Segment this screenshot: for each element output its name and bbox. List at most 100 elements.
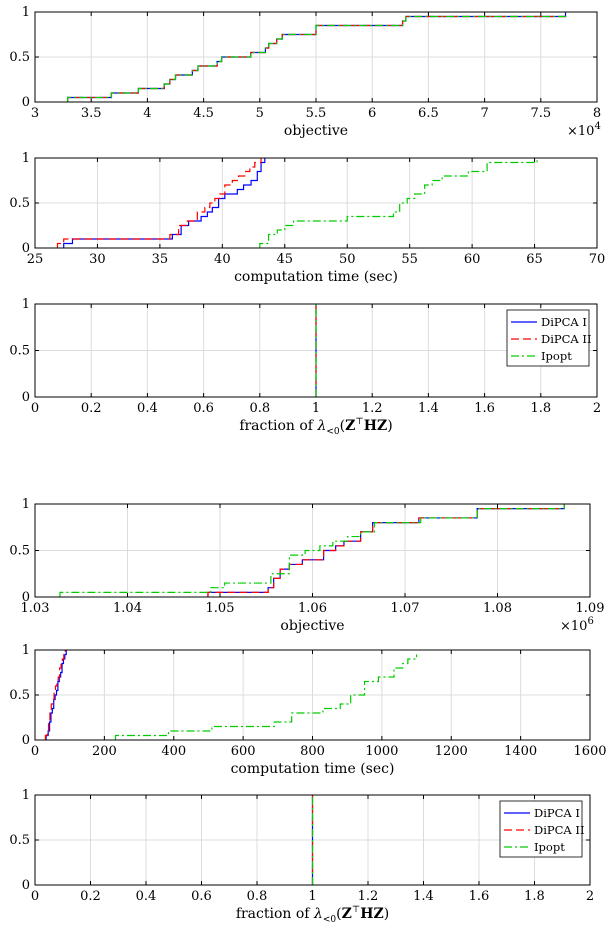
x-tick-label: 0.8	[249, 401, 270, 416]
legend-label: Ipopt	[541, 349, 572, 363]
y-tick-label: 0.5	[9, 344, 30, 359]
x-axis-label: fraction of λ<0(Z⊤HZ)	[239, 417, 392, 437]
y-tick-label: 0	[22, 241, 30, 256]
chart-panel-2: 25 30 35 40 45 50 55 60 65 70 0 0.5 1 computation tim…	[9, 151, 605, 285]
x-tick-label: 1.4	[418, 401, 439, 416]
legend-label: DiPCA II	[534, 823, 584, 837]
y-tick-label: 1	[22, 497, 30, 512]
x-tick-label: 1.08	[483, 601, 512, 616]
axes-box	[34, 157, 598, 249]
series-line-dipca-ii	[207, 504, 565, 597]
chart-panel-6: 0 0.2 0.4 0.6 0.8 1 1.2 1.4 1.6 1.8 200.51fraction…	[9, 788, 594, 925]
legend-label: Ipopt	[534, 840, 565, 854]
x-tick-label: 1.6	[474, 401, 495, 416]
y-tick-label: 1	[22, 297, 30, 312]
x-tick-label: 4	[143, 106, 151, 121]
x-tick-label: 65	[526, 252, 543, 267]
x-tick-label: 1.04	[113, 601, 142, 616]
chart-panel-1: 3 3.5 4 4.5 5 5.5 6 6.5 7 7.5 8 0 0.5 1 objective ×104	[9, 5, 601, 139]
x-tick-label: 1400	[504, 744, 537, 759]
x-tick-label: 7.5	[530, 106, 551, 121]
y-tick-label: 0.5	[9, 50, 30, 65]
x-tick-label: 1200	[435, 744, 468, 759]
x-tick-label: 35	[152, 252, 169, 267]
x-axis-label: objective	[284, 123, 348, 139]
x-tick-label: 5	[256, 106, 264, 121]
x-axis-label: objective	[280, 618, 344, 634]
x-tick-label: 25	[27, 252, 44, 267]
y-tick-label: 0.5	[9, 833, 30, 848]
x-axis-label: computation time (sec)	[234, 269, 398, 285]
y-tick-label: 0	[22, 590, 30, 605]
y-tick-label: 0	[22, 733, 30, 748]
x-tick-label: 1600	[573, 744, 606, 759]
x-tick-label: 7	[480, 106, 488, 121]
axes-box	[34, 649, 591, 741]
x-tick-label: 1.2	[362, 401, 383, 416]
x-tick-label: 400	[161, 744, 186, 759]
series-line-dipca-ii	[44, 650, 66, 740]
legend-box	[499, 800, 583, 858]
x-tick-label: 0.2	[81, 401, 102, 416]
x-tick-label: 3.5	[81, 106, 102, 121]
x-tick-label: 1.06	[298, 601, 327, 616]
x-tick-label: 8	[593, 106, 601, 121]
axes-box	[34, 794, 591, 886]
x-tick-label: 0.6	[193, 401, 214, 416]
legend: DiPCA I DiPCA II Ipopt	[499, 800, 584, 858]
y-tick-label: 1	[22, 151, 30, 166]
y-tick-label: 1	[22, 643, 30, 658]
legend-box	[506, 309, 590, 367]
x-tick-label: 2	[593, 401, 601, 416]
x-tick-label: 0.8	[247, 889, 268, 904]
x-tick-label: 3	[31, 106, 39, 121]
series-line-dipca-ii	[56, 158, 262, 248]
x-tick-label: 1.8	[530, 401, 551, 416]
x-tick-label: 600	[231, 744, 256, 759]
x-tick-label: 1.6	[469, 889, 490, 904]
x-tick-label: 1.03	[21, 601, 50, 616]
x-tick-label: 0.4	[137, 401, 158, 416]
x-axis-label: fraction of λ<0(Z⊤HZ)	[236, 905, 389, 925]
x-tick-label: 50	[339, 252, 356, 267]
y-tick-label: 0	[22, 390, 30, 405]
x-tick-label: 4.5	[193, 106, 214, 121]
y-tick-label: 1	[22, 788, 30, 803]
legend-label: DiPCA I	[541, 315, 587, 329]
axes-box	[34, 11, 598, 103]
x-tick-label: 1.07	[391, 601, 420, 616]
y-tick-label: 0	[22, 95, 30, 110]
x-tick-label: 1	[312, 401, 320, 416]
x-tick-label: 45	[277, 252, 294, 267]
chart-panel-5: 0 200 400 600 800 1000 1200 1400 1600 0 0.5 1 comput…	[9, 643, 606, 777]
x-tick-label: 1.4	[413, 889, 434, 904]
legend-label: DiPCA I	[534, 806, 580, 820]
axes-box	[34, 303, 598, 398]
x-tick-label: 60	[464, 252, 481, 267]
x-tick-label: 0	[31, 744, 39, 759]
x-tick-label: 30	[89, 252, 106, 267]
x-tick-label: 1	[308, 889, 316, 904]
y-tick-label: 0	[22, 878, 30, 893]
x-tick-label: 1000	[365, 744, 398, 759]
y-tick-label: 0.5	[9, 196, 30, 211]
x-tick-label: 5.5	[306, 106, 327, 121]
x-exponent-label: ×106	[560, 616, 594, 634]
x-tick-label: 2	[586, 889, 594, 904]
x-tick-label: 70	[589, 252, 606, 267]
x-tick-label: 0	[31, 401, 39, 416]
series-line-dipca-i	[63, 158, 266, 248]
y-tick-label: 1	[22, 5, 30, 20]
y-tick-label: 0.5	[9, 688, 30, 703]
x-tick-label: 6	[368, 106, 376, 121]
series-line-ipopt	[114, 654, 418, 740]
x-tick-label: 0.2	[80, 889, 101, 904]
x-tick-label: 200	[92, 744, 117, 759]
legend: DiPCA I DiPCA II Ipopt	[506, 309, 591, 367]
legend-label: DiPCA II	[541, 332, 591, 346]
x-axis-label: computation time (sec)	[231, 761, 395, 777]
x-tick-label: 0.6	[191, 889, 212, 904]
x-tick-label: 1.05	[206, 601, 235, 616]
x-tick-label: 55	[401, 252, 418, 267]
